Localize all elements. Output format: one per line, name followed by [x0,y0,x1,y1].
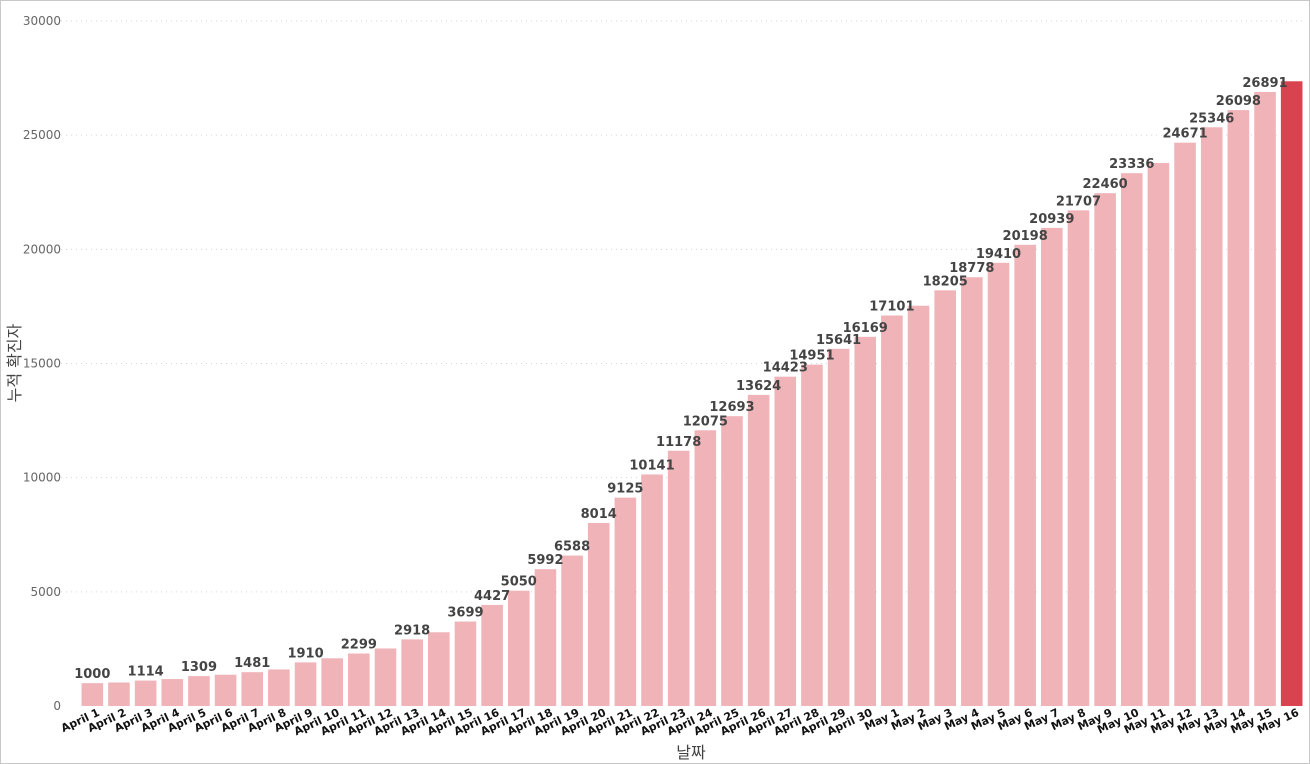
bar[interactable] [721,416,743,706]
bar[interactable] [1200,127,1223,706]
data-label: 22460 [1082,177,1127,192]
y-tick-label: 30000 [23,14,61,28]
data-label: 5992 [527,553,563,568]
bar[interactable] [907,305,930,706]
bar[interactable] [1067,210,1090,707]
bar[interactable] [1094,193,1116,706]
bar[interactable] [188,676,210,706]
data-label: 26891 [1242,76,1287,91]
bars [81,81,1303,707]
data-label: 6588 [554,540,590,555]
data-label: 25346 [1189,111,1234,126]
bar[interactable] [1254,91,1276,706]
bar[interactable] [507,590,530,706]
bar[interactable] [881,315,903,706]
data-label: 1114 [128,665,164,680]
y-tick-label: 10000 [23,471,61,485]
bar[interactable] [1041,227,1063,707]
y-tick-label: 20000 [23,242,61,256]
bar[interactable] [747,394,770,706]
data-label: 13624 [736,379,781,394]
data-label: 5050 [501,575,537,590]
bar[interactable] [348,653,370,706]
data-label: 1000 [74,667,110,682]
bar[interactable] [161,679,184,706]
bar[interactable] [454,621,477,706]
bar[interactable] [81,683,104,706]
data-label: 12075 [683,414,728,429]
bar[interactable] [667,450,690,706]
data-label: 3699 [447,606,483,621]
bar[interactable] [774,376,797,706]
data-label: 20198 [1003,229,1048,244]
bar[interactable] [801,364,823,706]
y-tick-label: 5000 [30,585,61,599]
data-label: 15641 [816,333,861,348]
bar[interactable] [241,672,264,706]
data-label: 10141 [629,458,674,473]
bar[interactable] [481,604,503,706]
bar[interactable] [108,682,130,706]
data-label: 21707 [1056,194,1101,209]
bar[interactable] [561,555,583,706]
data-label: 1910 [287,646,323,661]
y-tick-label: 0 [53,699,61,713]
bar[interactable] [401,639,423,706]
data-label: 11178 [656,435,701,450]
bar[interactable] [1174,142,1196,706]
data-label: 12693 [709,400,754,415]
bar[interactable] [374,648,397,706]
data-label: 4427 [474,589,510,604]
data-label: 2299 [341,638,377,653]
data-label: 8014 [581,507,617,522]
data-label: 26098 [1216,94,1261,109]
data-label: 19410 [976,247,1021,262]
bar[interactable] [1147,163,1170,707]
data-label: 1309 [181,660,217,675]
y-tick-label: 25000 [23,128,61,142]
data-label: 17101 [869,300,914,315]
bar[interactable] [294,662,317,706]
data-label: 14423 [763,361,808,376]
bar[interactable] [1014,244,1036,707]
data-label: 1481 [234,656,270,671]
bar[interactable] [1120,173,1143,707]
bar[interactable] [827,348,850,706]
data-label: 2918 [394,623,430,638]
bar[interactable] [428,632,450,706]
bar[interactable] [694,430,717,706]
bar[interactable] [134,680,157,706]
bar[interactable] [534,569,557,706]
y-axis-title: 누적 확진자 [5,323,24,402]
bar[interactable] [641,474,663,706]
data-label: 14951 [789,349,834,364]
data-labels: 1000 1114 1309 1481 1910 2299 2918 3699 44275050… [74,76,1287,682]
bar[interactable] [1280,81,1303,706]
y-tick-label: 15000 [23,357,61,371]
data-label: 18778 [949,261,994,276]
bar[interactable] [854,336,877,706]
data-label: 16169 [843,321,888,336]
bar[interactable] [321,658,343,706]
y-axis: 0 5000 10000 15000 20000 25000 30000 [23,14,61,713]
x-axis-title: 날짜 [676,743,706,762]
bar[interactable] [961,277,983,706]
bar[interactable] [587,523,610,706]
bar[interactable] [268,669,290,706]
data-label: 9125 [607,482,643,497]
bar[interactable] [214,674,237,706]
data-label: 20939 [1029,212,1074,227]
data-label: 24671 [1162,127,1207,142]
bar[interactable] [1227,110,1250,707]
data-label: 18205 [923,274,968,289]
data-label: 23336 [1109,157,1154,172]
bar[interactable] [934,290,956,706]
bar[interactable] [987,262,1010,706]
bar[interactable] [614,497,637,706]
